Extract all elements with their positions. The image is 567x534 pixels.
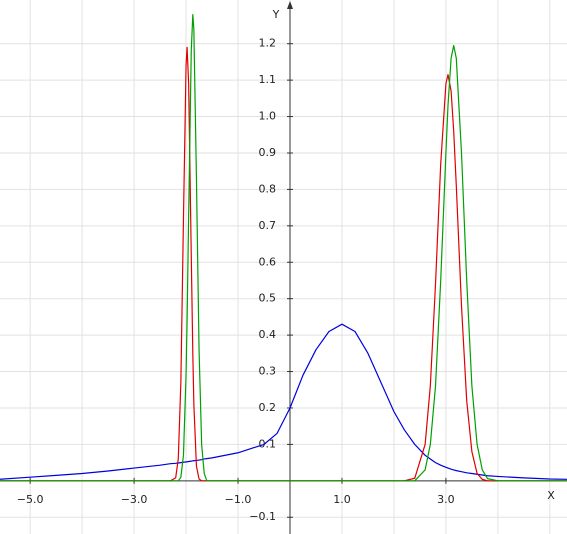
y-tick-label: 1.1 <box>258 73 276 86</box>
y-tick-label: 0.6 <box>258 255 276 268</box>
y-tick-label: 0.7 <box>258 219 276 232</box>
y-tick-label: 0.2 <box>258 401 276 414</box>
x-tick-label: −5.0 <box>17 493 44 506</box>
y-tick-label: 1.2 <box>258 37 276 50</box>
x-axis-label: X <box>547 489 555 502</box>
x-tick-label: 3.0 <box>437 493 455 506</box>
x-tick-label: −1.0 <box>225 493 252 506</box>
x-tick-label: −3.0 <box>121 493 148 506</box>
y-tick-label: 0.1 <box>258 437 276 450</box>
y-tick-label: −0.1 <box>249 510 276 523</box>
line <box>0 323 567 480</box>
y-tick-label: 0.3 <box>258 365 276 378</box>
y-tick-label: 0.9 <box>258 146 276 159</box>
y-tick-label: 0.4 <box>258 328 276 341</box>
y-tick-label: 1.0 <box>258 110 276 123</box>
lines <box>0 13 567 482</box>
y-axis-arrow <box>286 1 293 9</box>
x-tick-label: 1.0 <box>333 493 351 506</box>
y-tick-label: 0.8 <box>258 182 276 195</box>
y-axis-label: Y <box>272 8 280 21</box>
line <box>0 13 567 482</box>
y-tick-label: 0.5 <box>258 292 276 305</box>
line <box>0 46 567 482</box>
